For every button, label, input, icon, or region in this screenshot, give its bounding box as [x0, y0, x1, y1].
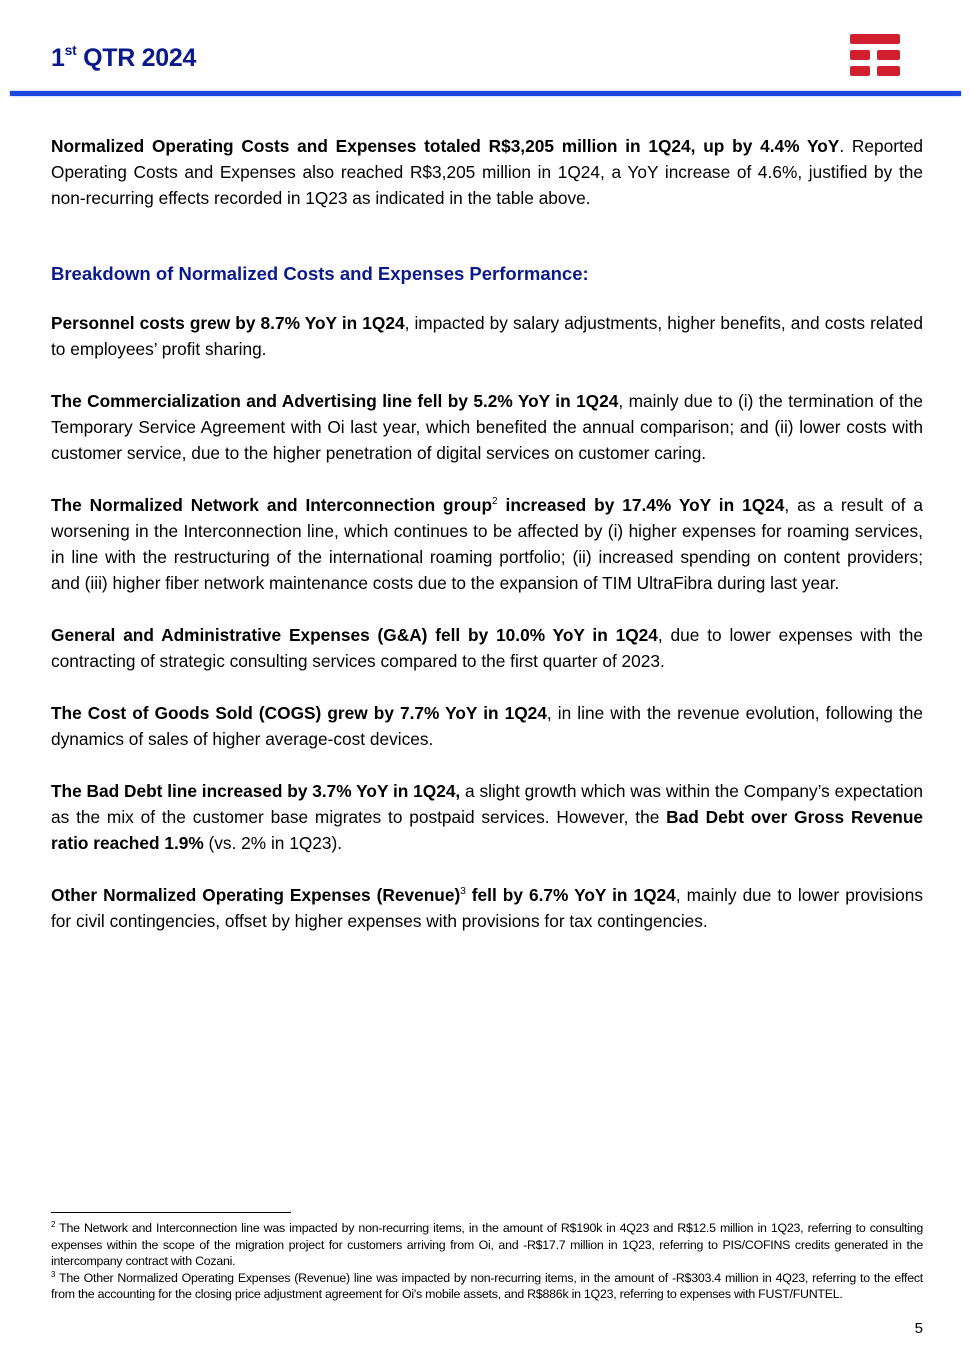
text: . Reported Operating Costs and Expenses …: [51, 136, 923, 208]
paragraph: The Commercialization and Advertising li…: [51, 388, 923, 466]
footnotes: 2 The Network and Interconnection line w…: [51, 1220, 923, 1303]
header-divider: [10, 91, 961, 96]
bold-text: Other Normalized Operating Expenses (Rev…: [51, 885, 461, 905]
tim-logo-icon: [850, 34, 900, 76]
paragraph: General and Administrative Expenses (G&A…: [51, 622, 923, 674]
title-ordinal: st: [64, 42, 77, 58]
footnote-divider: [51, 1212, 291, 1213]
text: a slight growth which was within the Com…: [51, 781, 923, 827]
text: , in line with the revenue evolution, fo…: [51, 703, 923, 749]
text: , as a result of a worsening in the Inte…: [51, 495, 923, 593]
text: , impacted by salary adjustments, higher…: [51, 313, 923, 359]
text: , due to lower expenses with the contrac…: [51, 625, 923, 671]
bold-text: The Bad Debt line increased by 3.7% YoY …: [51, 781, 461, 801]
bold-text: The Cost of Goods Sold (COGS) grew by 7.…: [51, 703, 547, 723]
bold-text: increased by 17.4% YoY in 1Q24: [497, 495, 785, 515]
paragraph: The Bad Debt line increased by 3.7% YoY …: [51, 778, 923, 856]
bold-text: The Commercialization and Advertising li…: [51, 391, 619, 411]
title-text: QTR 2024: [76, 44, 197, 72]
bold-text: Normalized Operating Costs and Expenses …: [51, 136, 840, 156]
body-content: Normalized Operating Costs and Expenses …: [51, 133, 923, 960]
paragraph-list: Personnel costs grew by 8.7% YoY in 1Q24…: [51, 310, 923, 934]
footnote: 2 The Network and Interconnection line w…: [51, 1220, 923, 1270]
text: (vs. 2% in 1Q23).: [203, 833, 343, 853]
bold-text: General and Administrative Expenses (G&A…: [51, 625, 658, 645]
page-number: 5: [914, 1320, 923, 1337]
paragraph: Other Normalized Operating Expenses (Rev…: [51, 882, 923, 934]
bold-text: Bad Debt over Gross Revenue ratio reache…: [51, 807, 923, 853]
paragraph: Personnel costs grew by 8.7% YoY in 1Q24…: [51, 310, 923, 362]
intro-paragraph: Normalized Operating Costs and Expenses …: [51, 133, 923, 211]
footnote-number: 2: [51, 1219, 56, 1229]
footnote-text: The Other Normalized Operating Expenses …: [51, 1270, 923, 1302]
footnote-ref: 3: [460, 886, 466, 898]
title-number: 1: [51, 44, 65, 72]
footnote-ref: 2: [492, 496, 498, 508]
bold-text: The Normalized Network and Interconnecti…: [51, 495, 493, 515]
text: , mainly due to (i) the termination of t…: [51, 391, 923, 463]
text: , mainly due to lower provisions for civ…: [51, 885, 923, 931]
bold-text: Personnel costs grew by 8.7% YoY in 1Q24: [51, 313, 405, 333]
footnote-number: 3: [51, 1269, 56, 1279]
bold-text: fell by 6.7% YoY in 1Q24: [465, 885, 676, 905]
paragraph: The Cost of Goods Sold (COGS) grew by 7.…: [51, 700, 923, 752]
footnote-text: The Network and Interconnection line was…: [51, 1221, 923, 1268]
footnote: 3 The Other Normalized Operating Expense…: [51, 1270, 923, 1303]
report-title: 1st QTR 2024: [51, 42, 197, 73]
paragraph: The Normalized Network and Interconnecti…: [51, 492, 923, 596]
section-heading: Breakdown of Normalized Costs and Expens…: [51, 263, 589, 284]
